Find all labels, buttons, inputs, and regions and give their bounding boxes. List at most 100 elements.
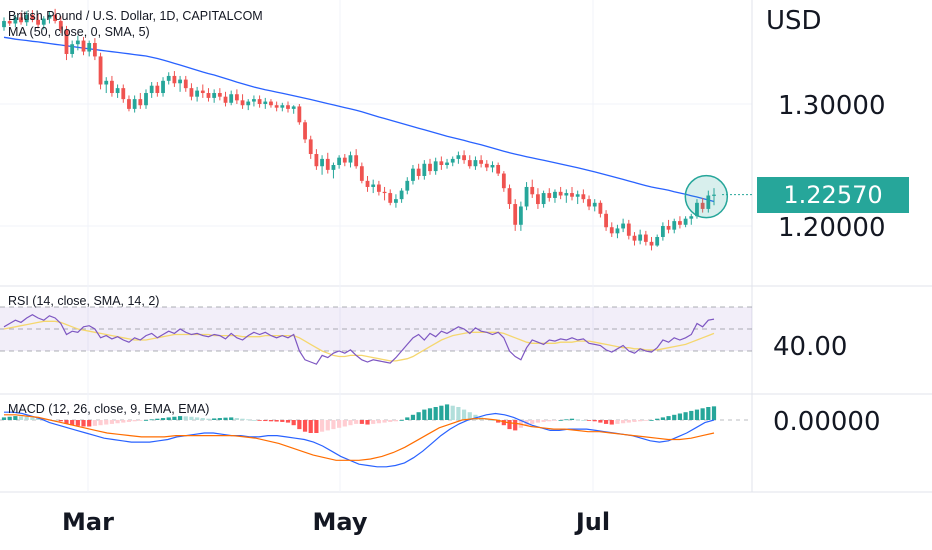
candle-body <box>672 221 677 230</box>
candle-body <box>422 163 427 176</box>
candle-body <box>127 99 131 109</box>
candle-body <box>496 165 501 174</box>
candle-body <box>206 93 211 98</box>
macd-histogram-bar <box>285 420 291 423</box>
macd-histogram-bar <box>490 420 495 421</box>
candle-body <box>638 234 643 241</box>
macd-histogram-bar <box>246 419 251 421</box>
candle-body <box>462 155 466 161</box>
macd-histogram-bar <box>586 420 592 421</box>
macd-histogram-bar <box>177 416 183 420</box>
macd-histogram-bar <box>444 404 450 420</box>
candle-body <box>132 99 137 109</box>
candle-body <box>308 139 313 155</box>
candle-body <box>30 14 35 20</box>
candle-body <box>115 88 120 94</box>
macd-histogram-bar <box>689 410 694 420</box>
macd-histogram-bar <box>64 420 69 424</box>
candle-body <box>450 158 455 163</box>
macd-histogram-bar <box>206 418 211 420</box>
macd-histogram-bar <box>143 420 149 421</box>
candle-body <box>501 173 506 189</box>
macd-histogram-bar <box>1 417 7 420</box>
candle-body <box>655 236 660 246</box>
candle-body <box>524 186 529 207</box>
macd-histogram-bar <box>496 420 501 423</box>
candle-body <box>280 105 285 108</box>
candle-body <box>479 160 484 164</box>
candle-body <box>155 85 160 94</box>
macd-histogram-bar <box>660 417 665 420</box>
rsi-layer <box>3 314 715 365</box>
macd-histogram-bar <box>104 420 109 425</box>
macd-histogram-bar <box>592 420 597 422</box>
moving-average-layer <box>3 36 715 203</box>
candle-body <box>331 165 336 170</box>
time-label-may: May <box>312 508 368 536</box>
candle-body <box>649 241 654 246</box>
rsi-tick: 40.00 <box>773 332 848 362</box>
macd-histogram-bar <box>666 416 671 420</box>
macd-histogram-bar <box>268 420 274 422</box>
macd-histogram-bar <box>109 420 115 424</box>
rsi-legend: RSI (14, close, SMA, 14, 2) <box>8 294 160 308</box>
candle-body <box>388 193 393 203</box>
candle-body <box>81 40 86 52</box>
macd-histogram-bar <box>388 420 393 422</box>
macd-histogram-bar <box>626 420 631 423</box>
macd-legend: MACD (12, 26, close, 9, EMA, EMA) <box>8 402 210 416</box>
time-label-mar: Mar <box>62 508 114 536</box>
macd-histogram-bar <box>115 420 120 424</box>
macd-histogram-bar <box>672 414 677 420</box>
macd-histogram-bar <box>24 416 29 420</box>
candle-body <box>252 99 256 102</box>
macd-histogram-bar <box>507 420 512 430</box>
macd-histogram-bar <box>615 420 620 424</box>
candle-body <box>286 105 290 109</box>
candle-body <box>257 99 262 104</box>
macd-histogram-bar <box>564 419 569 421</box>
macd-histogram-bar <box>598 420 603 423</box>
macd-histogram-bar <box>433 407 438 420</box>
macd-histogram-bar <box>467 412 472 420</box>
macd-histogram-bar <box>649 420 654 421</box>
macd-histogram-bar <box>359 420 364 424</box>
macd-tick: 0.00000 <box>773 407 881 437</box>
candle-body <box>325 158 330 170</box>
macd-histogram-bar <box>87 420 92 427</box>
macd-histogram-bar <box>257 420 262 421</box>
macd-histogram-bar <box>632 420 637 422</box>
candle-body <box>36 19 40 25</box>
macd-histogram-bar <box>229 417 234 420</box>
macd-histogram-bar <box>382 420 387 423</box>
candle-body <box>411 168 415 181</box>
candle-body <box>695 202 699 217</box>
macd-histogram-bar <box>81 420 86 427</box>
macd-histogram-bar <box>183 416 188 420</box>
macd-histogram-bar <box>416 412 421 420</box>
candle-body <box>359 166 364 181</box>
candle-body <box>70 44 75 54</box>
candle-body <box>246 101 251 106</box>
candle-body <box>564 193 569 196</box>
candle-body <box>274 105 279 108</box>
candle-body <box>467 160 472 167</box>
candle-body <box>149 85 154 94</box>
macd-histogram-bar <box>138 420 143 421</box>
candle-body <box>445 162 449 165</box>
macd-histogram-bar <box>405 417 410 420</box>
candle-body <box>456 155 461 159</box>
macd-histogram-bar <box>581 420 586 421</box>
candle-body <box>240 100 245 106</box>
candle-body <box>536 194 540 205</box>
annotation-layer <box>684 174 752 219</box>
candle-body <box>291 106 296 109</box>
macd-histogram-bar <box>223 417 228 420</box>
macd-histogram-bar <box>200 418 205 420</box>
candle-body <box>98 56 103 85</box>
candle-body <box>354 155 359 167</box>
macd-histogram-bar <box>121 420 126 423</box>
macd-histogram-bar <box>240 418 245 420</box>
candle-body <box>587 199 591 207</box>
